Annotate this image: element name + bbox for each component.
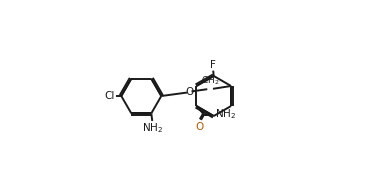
- Text: O: O: [185, 87, 193, 97]
- Text: Cl: Cl: [105, 91, 115, 101]
- Text: CH$_2$: CH$_2$: [201, 74, 220, 87]
- Text: F: F: [210, 60, 216, 70]
- Text: NH$_2$: NH$_2$: [214, 108, 236, 122]
- Text: NH$_2$: NH$_2$: [142, 122, 163, 135]
- Text: O: O: [196, 122, 204, 132]
